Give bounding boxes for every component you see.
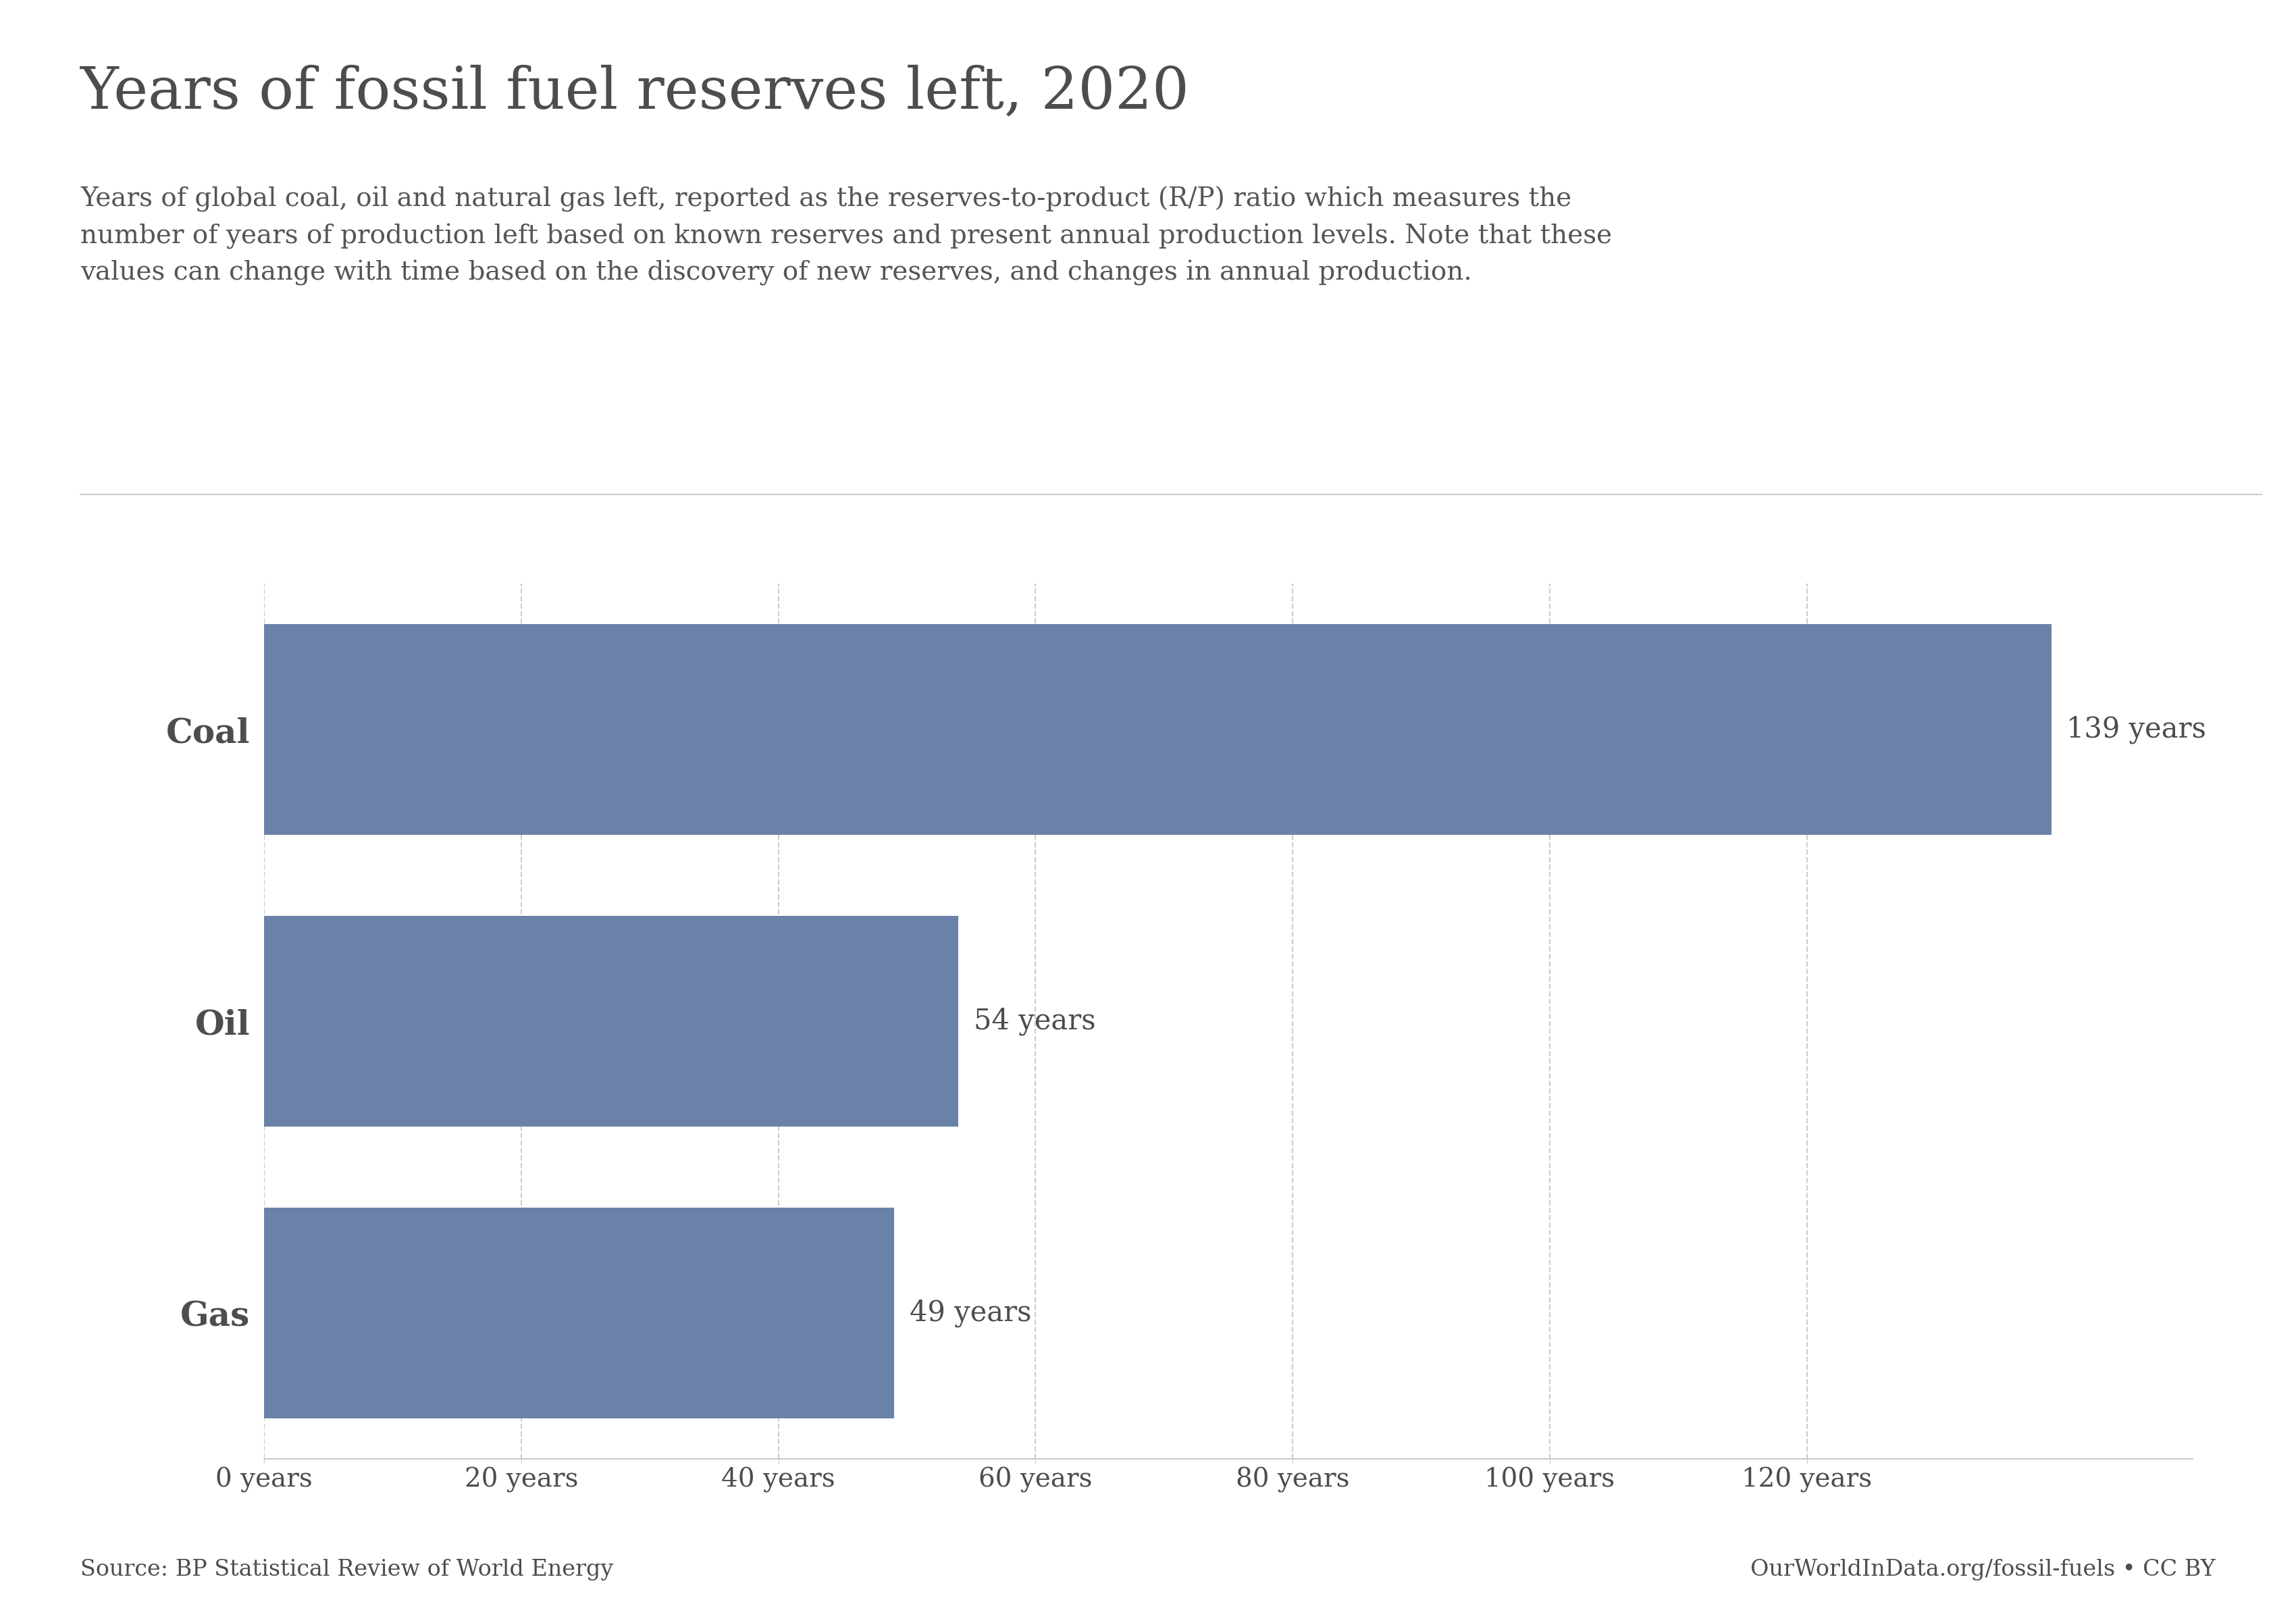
Text: OurWorldInData.org/fossil-fuels • CC BY: OurWorldInData.org/fossil-fuels • CC BY (1750, 1559, 2216, 1580)
Bar (264, 916, 957, 1127)
Text: 139 years: 139 years (2066, 715, 2206, 744)
Text: in Data: in Data (2108, 118, 2209, 141)
Bar (264, 1208, 893, 1418)
Text: Source: BP Statistical Review of World Energy: Source: BP Statistical Review of World E… (80, 1559, 613, 1580)
Bar (264, 624, 2050, 835)
Text: 49 years: 49 years (909, 1298, 1031, 1328)
Text: Our World: Our World (2089, 66, 2227, 89)
Text: Years of global coal, oil and natural gas left, reported as the reserves-to-prod: Years of global coal, oil and natural ga… (80, 186, 1612, 285)
Text: Years of fossil fuel reserves left, 2020: Years of fossil fuel reserves left, 2020 (80, 65, 1189, 122)
Text: 54 years: 54 years (974, 1007, 1095, 1036)
